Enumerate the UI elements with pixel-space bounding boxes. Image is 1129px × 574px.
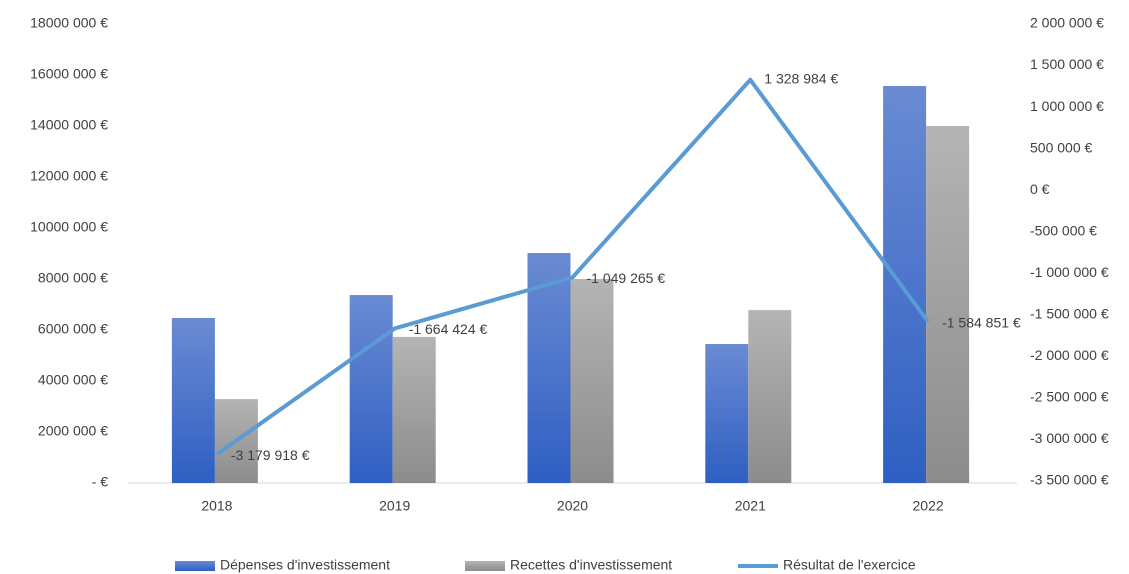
y2-tick-label: -1 000 000 € — [1030, 264, 1109, 280]
y2-tick-label: -2 000 000 € — [1030, 347, 1109, 363]
bar — [527, 252, 571, 483]
y2-tick-label: 0 € — [1030, 181, 1050, 197]
bar — [705, 344, 749, 483]
legend-swatch — [175, 561, 215, 571]
legend-label: Dépenses d'investissement — [220, 557, 390, 573]
line — [215, 77, 930, 457]
x-tick-label: 2022 — [913, 498, 944, 514]
y-tick-label: 14000 000 € — [30, 117, 108, 133]
x-tick-label: 2021 — [735, 498, 766, 514]
data-label: -3 179 918 € — [231, 447, 310, 463]
x-tick-label: 2019 — [379, 498, 410, 514]
y2-tick-label: -2 500 000 € — [1030, 389, 1109, 405]
bar — [883, 85, 927, 483]
bar — [748, 310, 792, 483]
data-label: -1 584 851 € — [942, 315, 1021, 331]
bar — [171, 318, 215, 483]
legend-swatch — [465, 561, 505, 571]
x-tick-label: 2020 — [557, 498, 588, 514]
y-tick-label: 16000 000 € — [30, 66, 108, 82]
y-tick-label: 12000 000 € — [30, 168, 108, 184]
bar — [392, 336, 436, 483]
bar — [570, 279, 614, 483]
bar — [926, 126, 970, 483]
y2-tick-label: 500 000 € — [1030, 139, 1092, 155]
x-tick-label: 2018 — [201, 498, 232, 514]
data-label: 1 328 984 € — [764, 70, 838, 86]
y2-tick-label: -500 000 € — [1030, 222, 1097, 238]
y2-tick-label: -3 500 000 € — [1030, 472, 1109, 488]
y-tick-label: 4000 000 € — [38, 372, 108, 388]
data-label: -1 049 265 € — [587, 270, 666, 286]
y-tick-label: 18000 000 € — [30, 15, 108, 31]
bar — [349, 295, 393, 483]
data-label: -1 664 424 € — [409, 321, 488, 337]
y2-tick-label: 1 500 000 € — [1030, 56, 1104, 72]
y2-tick-label: 2 000 000 € — [1030, 15, 1104, 31]
y-tick-label: 10000 000 € — [30, 219, 108, 235]
y-tick-label: - € — [92, 474, 109, 490]
y-tick-label: 8000 000 € — [38, 270, 108, 286]
y2-tick-label: -1 500 000 € — [1030, 306, 1109, 322]
y-tick-label: 2000 000 € — [38, 423, 108, 439]
y-tick-label: 6000 000 € — [38, 321, 108, 337]
legend-label: Recettes d'investissement — [510, 557, 672, 573]
y2-tick-label: -3 000 000 € — [1030, 430, 1109, 446]
legend-label: Résultat de l'exercice — [783, 557, 916, 573]
y2-tick-label: 1 000 000 € — [1030, 98, 1104, 114]
